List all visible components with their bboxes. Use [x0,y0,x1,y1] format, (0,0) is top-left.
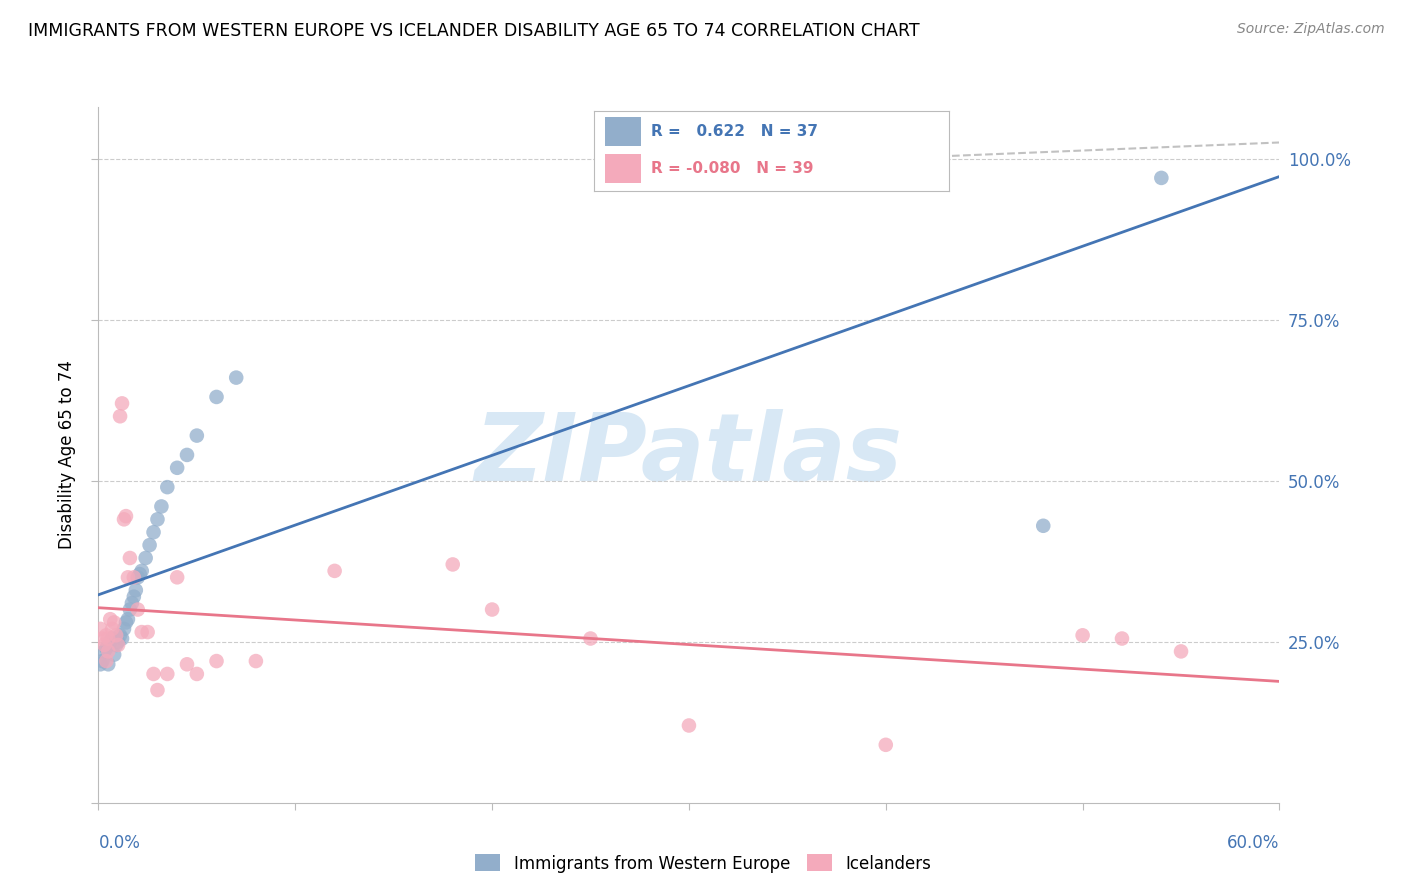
Point [97,638,120,652]
Point [131,625,153,640]
Point [146,512,169,526]
Point [98,612,121,626]
Text: R = -0.080   N = 39: R = -0.080 N = 39 [651,161,814,176]
FancyBboxPatch shape [605,153,641,183]
Point [97,632,120,646]
Point [96,628,118,642]
Point [118,602,141,616]
Text: IMMIGRANTS FROM WESTERN EUROPE VS ICELANDER DISABILITY AGE 65 TO 74 CORRELATION : IMMIGRANTS FROM WESTERN EUROPE VS ICELAN… [28,22,920,40]
Point [205,654,228,668]
Point [111,396,134,410]
Point [112,512,135,526]
Point [186,428,208,442]
Point [103,615,125,630]
Point [776,152,799,166]
Point [142,525,165,540]
Point [108,628,131,642]
Point [101,632,124,646]
Point [579,632,602,646]
Point [105,628,128,642]
Text: 0.0%: 0.0% [98,834,141,852]
Legend: Immigrants from Western Europe, Icelanders: Immigrants from Western Europe, Icelande… [468,847,938,880]
Point [128,567,150,582]
Point [146,683,169,698]
Point [156,480,179,494]
Point [112,622,135,636]
Point [107,634,129,648]
Point [166,570,188,584]
Point [441,558,464,572]
Point [96,641,118,656]
Point [97,657,120,672]
Point [122,590,145,604]
Point [98,634,121,648]
Point [678,718,700,732]
Point [89,622,111,636]
Point [91,632,114,646]
Point [127,570,149,584]
Point [101,622,124,636]
Point [117,570,139,584]
Text: 60.0%: 60.0% [1227,834,1279,852]
Point [875,738,897,752]
Point [96,654,118,668]
Point [1150,170,1173,185]
Point [103,648,125,662]
Point [131,564,153,578]
Point [91,654,114,668]
Y-axis label: Disability Age 65 to 74: Disability Age 65 to 74 [58,360,76,549]
Point [1111,632,1133,646]
Point [323,564,346,578]
Point [93,638,115,652]
Point [108,409,131,424]
Point [111,632,134,646]
Text: ZIPatlas: ZIPatlas [475,409,903,501]
Point [122,570,145,584]
Point [166,460,188,475]
Point [138,538,160,552]
Point [125,583,148,598]
Point [127,602,149,616]
Point [115,615,138,630]
Point [105,638,128,652]
Point [176,448,198,462]
Point [117,612,139,626]
Point [97,644,120,658]
Text: Source: ZipAtlas.com: Source: ZipAtlas.com [1237,22,1385,37]
Point [115,509,138,524]
FancyBboxPatch shape [605,117,641,145]
Point [150,500,173,514]
Point [225,370,247,384]
Point [245,654,267,668]
Point [136,625,159,640]
Point [205,390,228,404]
Point [89,657,111,672]
Point [1170,644,1192,658]
Point [93,644,115,658]
Point [121,596,143,610]
Text: R =   0.622   N = 37: R = 0.622 N = 37 [651,124,818,139]
Point [135,551,157,566]
Point [176,657,198,672]
Point [156,667,179,681]
Point [1032,518,1054,533]
Point [142,667,165,681]
Point [186,667,208,681]
Point [118,551,141,566]
Point [481,602,503,616]
Point [107,638,129,652]
Point [1071,628,1094,642]
